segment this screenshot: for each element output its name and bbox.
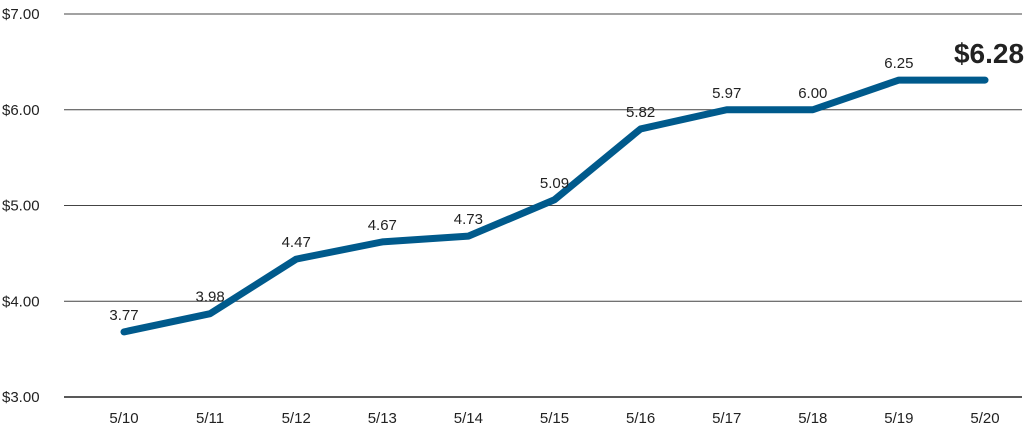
data-label: 4.67	[368, 217, 397, 234]
y-tick-label: $7.00	[2, 6, 40, 23]
x-tick-label: 5/20	[970, 410, 999, 427]
y-tick-label: $3.00	[2, 389, 40, 406]
data-label: 6.00	[798, 85, 827, 102]
data-labels: 3.77 3.98 4.47 4.67 4.73 5.09 5.82 5.97 6.00 6.25…	[109, 38, 1024, 324]
data-label: 5.97	[712, 85, 741, 102]
data-label: 3.98	[195, 289, 224, 306]
series-group	[120, 76, 989, 336]
y-tick-label: $5.00	[2, 198, 40, 215]
final-value-label: $6.28	[954, 38, 1024, 69]
data-label: 4.73	[454, 211, 483, 228]
x-tick-label: 5/12	[282, 410, 311, 427]
x-axis-ticks: 5/10 5/11 5/12 5/13 5/14 5/15 5/16 5/17 5/18 5/19…	[109, 410, 999, 427]
data-label: 5.09	[540, 175, 569, 192]
x-tick-label: 5/13	[368, 410, 397, 427]
x-tick-label: 5/11	[196, 410, 224, 427]
x-tick-label: 5/10	[109, 410, 138, 427]
data-label: 3.77	[109, 307, 138, 324]
x-tick-label: 5/16	[626, 410, 655, 427]
data-label: 6.25	[884, 55, 913, 72]
y-axis-ticks: $3.00 $4.00 $5.00 $6.00 $7.00	[2, 6, 40, 406]
x-tick-label: 5/17	[712, 410, 741, 427]
y-tick-label: $4.00	[2, 293, 40, 310]
data-label: 5.82	[626, 104, 655, 121]
x-tick-label: 5/19	[884, 410, 913, 427]
x-tick-label: 5/18	[798, 410, 827, 427]
data-label: 4.47	[282, 234, 311, 251]
x-tick-label: 5/15	[540, 410, 569, 427]
x-tick-label: 5/14	[454, 410, 483, 427]
y-tick-label: $6.00	[2, 102, 40, 119]
